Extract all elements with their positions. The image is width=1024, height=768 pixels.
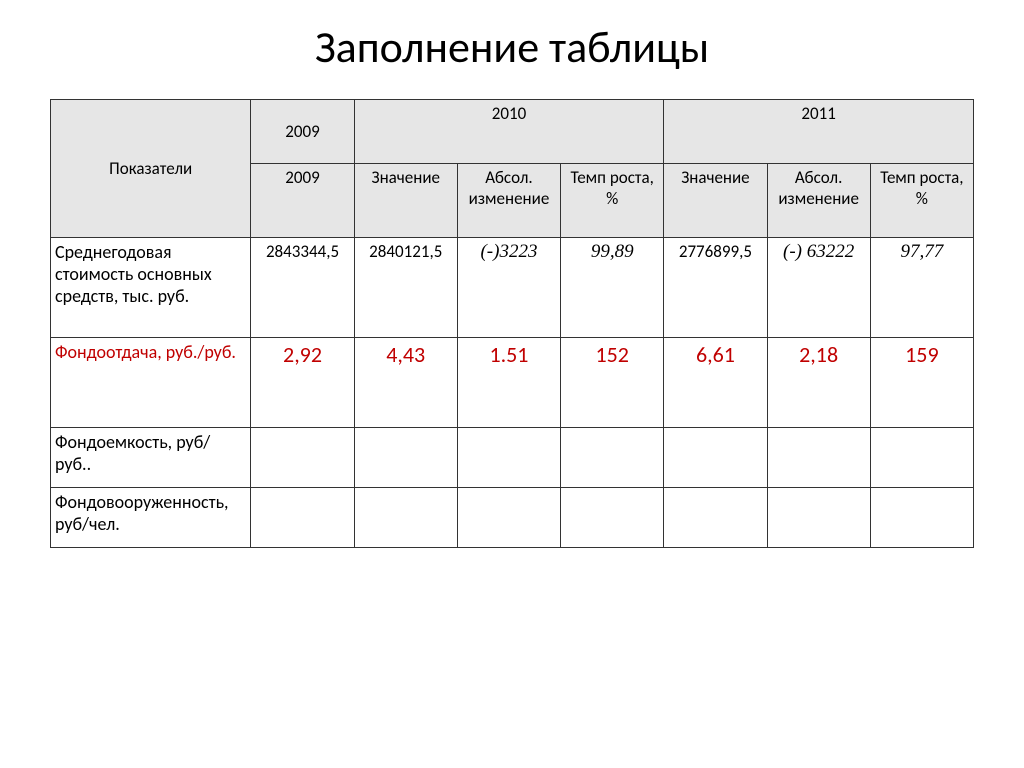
- cell-c1: 2843344,5: [251, 238, 354, 338]
- cell-c6: 2,18: [767, 338, 870, 428]
- page-title: Заполнение таблицы: [50, 20, 974, 74]
- cell-c2: [354, 488, 457, 548]
- th-2010: 2010: [354, 100, 664, 164]
- th-sub-abs-2010: Абсол. изменение: [457, 164, 560, 238]
- cell-c6: (-) 63222: [767, 238, 870, 338]
- th-sub-abs-2011: Абсол. изменение: [767, 164, 870, 238]
- cell-c7: [870, 488, 973, 548]
- cell-c3: [457, 428, 560, 488]
- cell-c2: [354, 428, 457, 488]
- table-row: Среднегодовая стоимость основных средств…: [51, 238, 974, 338]
- cell-c2: 4,43: [354, 338, 457, 428]
- cell-c1: [251, 428, 354, 488]
- table-row: Фондоемкость, руб/ руб..: [51, 428, 974, 488]
- cell-c1: [251, 488, 354, 548]
- th-2009: 2009: [251, 100, 354, 164]
- cell-c6: [767, 428, 870, 488]
- cell-c5: 6,61: [664, 338, 767, 428]
- cell-c4: 99,89: [561, 238, 664, 338]
- th-sub-2009: 2009: [251, 164, 354, 238]
- row-label: Среднегодовая стоимость основных средств…: [51, 238, 251, 338]
- cell-c4: 152: [561, 338, 664, 428]
- th-indicators: Показатели: [51, 100, 251, 238]
- cell-c3: (-)3223: [457, 238, 560, 338]
- th-sub-value-2011: Значение: [664, 164, 767, 238]
- cell-c7: 159: [870, 338, 973, 428]
- cell-c3: [457, 488, 560, 548]
- cell-c3: 1.51: [457, 338, 560, 428]
- cell-c7: 97,77: [870, 238, 973, 338]
- cell-c5: [664, 428, 767, 488]
- row-label: Фондовооруженность, руб/чел.: [51, 488, 251, 548]
- table-row: Фондоотдача, руб./руб.2,924,431.511526,6…: [51, 338, 974, 428]
- table-body: Среднегодовая стоимость основных средств…: [51, 238, 974, 548]
- th-sub-growth-2010: Темп роста, %: [561, 164, 664, 238]
- row-label: Фондоемкость, руб/ руб..: [51, 428, 251, 488]
- cell-c7: [870, 428, 973, 488]
- cell-c6: [767, 488, 870, 548]
- th-sub-growth-2011: Темп роста, %: [870, 164, 973, 238]
- th-2011: 2011: [664, 100, 974, 164]
- cell-c4: [561, 488, 664, 548]
- cell-c5: [664, 488, 767, 548]
- cell-c2: 2840121,5: [354, 238, 457, 338]
- cell-c4: [561, 428, 664, 488]
- data-table: Показатели 2009 2010 2011 2009 Значение …: [50, 99, 974, 548]
- cell-c1: 2,92: [251, 338, 354, 428]
- table-row: Фондовооруженность, руб/чел.: [51, 488, 974, 548]
- row-label: Фондоотдача, руб./руб.: [51, 338, 251, 428]
- cell-c5: 2776899,5: [664, 238, 767, 338]
- th-sub-value-2010: Значение: [354, 164, 457, 238]
